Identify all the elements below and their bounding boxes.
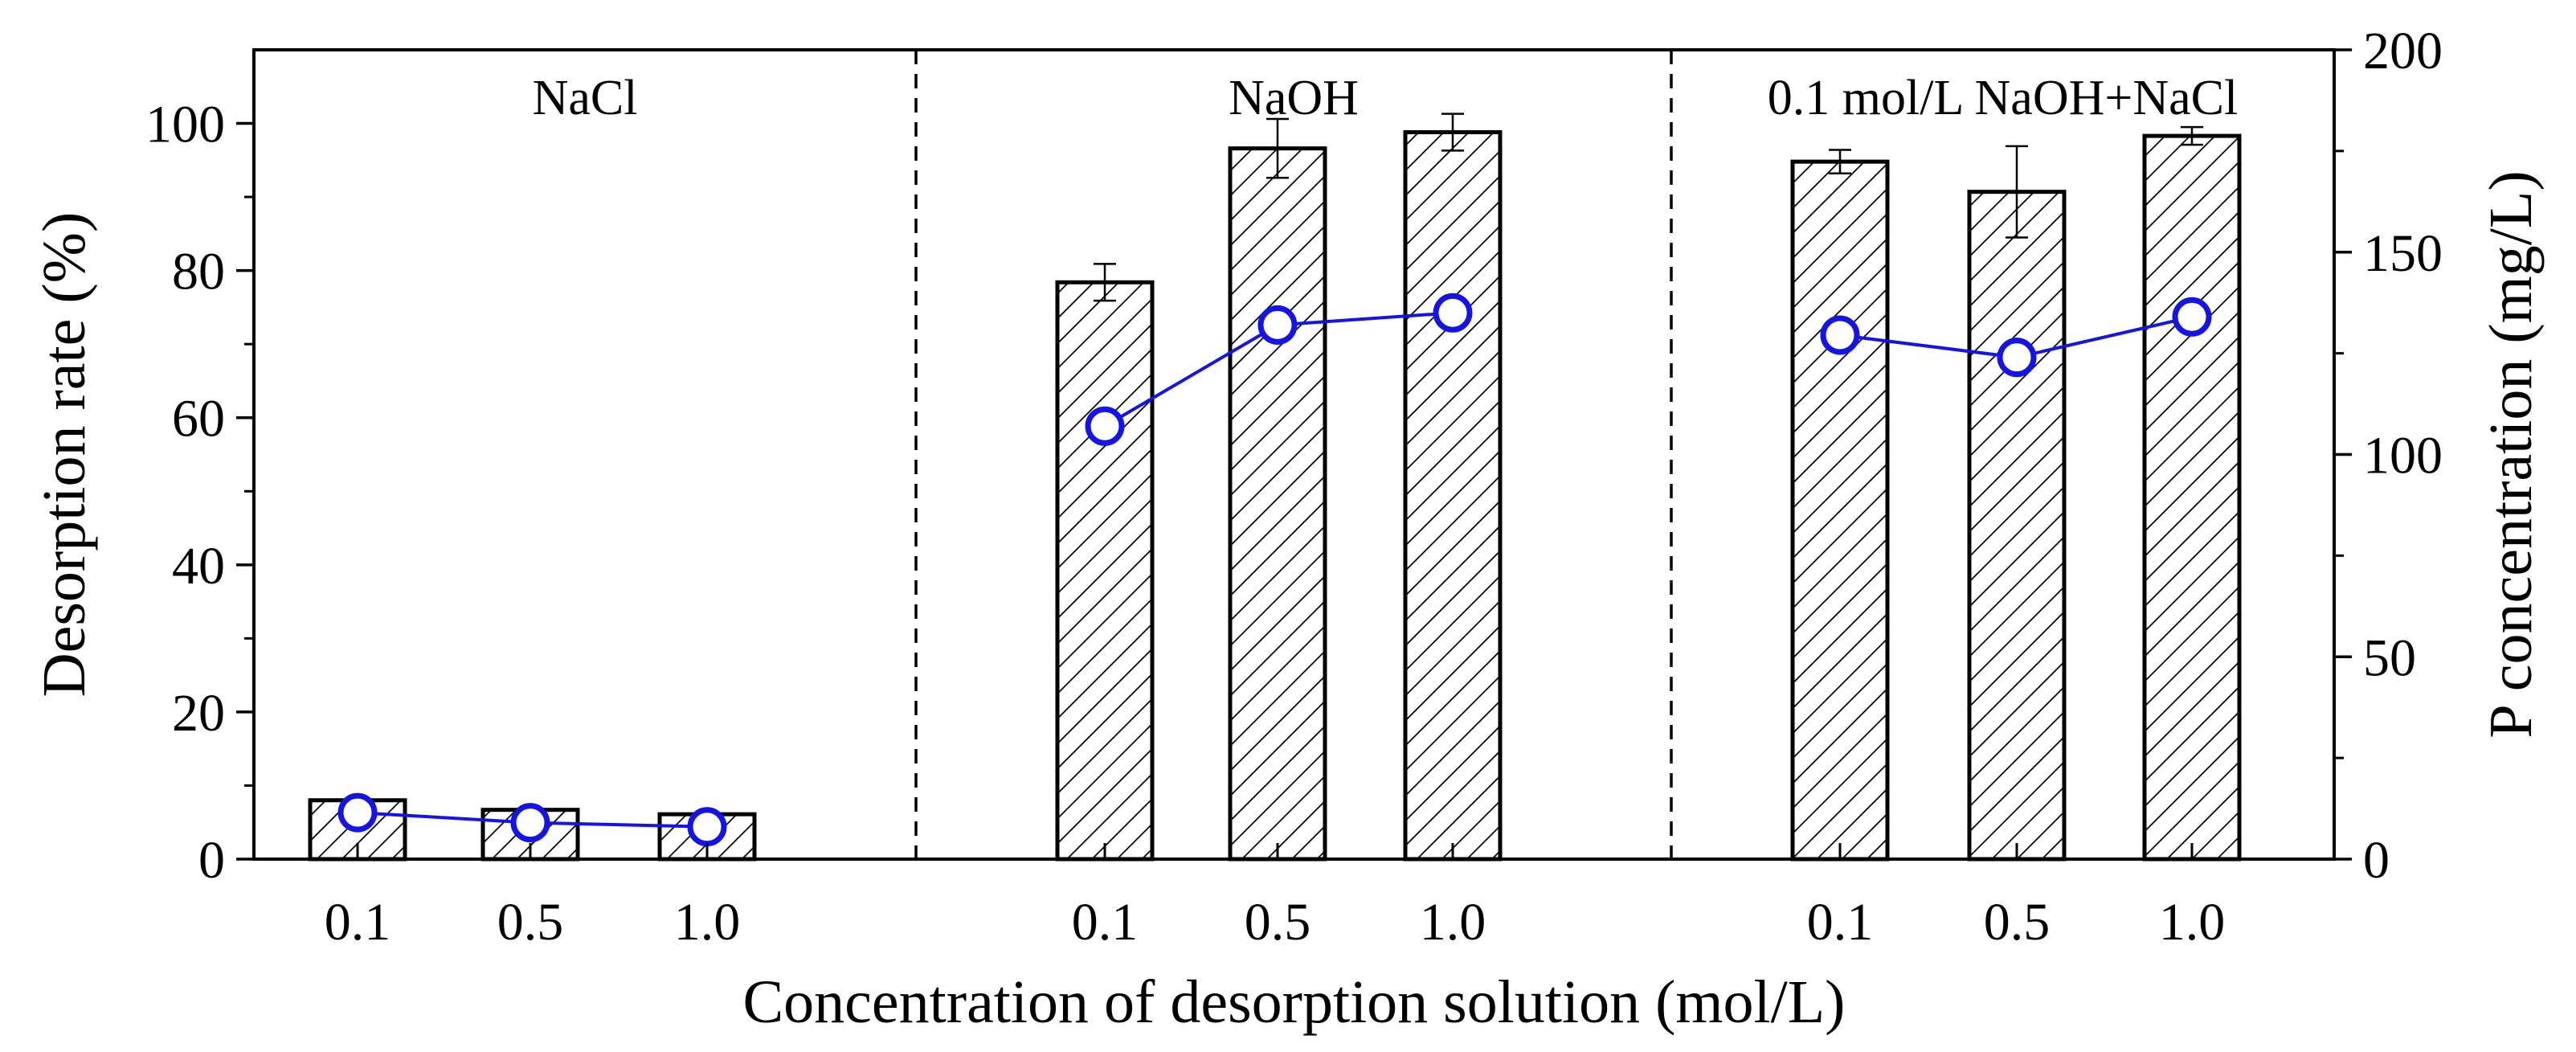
p-concentration-point: [1257, 305, 1298, 345]
x-tick-label: 0.5: [497, 893, 564, 952]
y2-tick-label: 0: [2363, 831, 2390, 890]
y2-tick-label: 200: [2363, 22, 2443, 80]
p-concentration-series: [337, 293, 2212, 847]
bar: [2142, 133, 2242, 862]
x-tick-label: 0.1: [1072, 893, 1139, 952]
x-tick-label: 0.1: [325, 893, 391, 952]
x-axis-title: Concentration of desorption solution (mo…: [742, 968, 1845, 1036]
y-axis-title: Desorption rate (%): [31, 212, 98, 698]
y-tick-label: 60: [172, 390, 225, 448]
group-label: 0.1 mol/L NaOH+NaCl: [1768, 71, 2238, 125]
labels: 0.1 0.5 1.0 NaCl 0.1 0.5 1.0 NaOH 0.1 0.5 1.0 0.1 m…: [31, 22, 2545, 1036]
y2-tick-label: 100: [2363, 427, 2443, 485]
bar: [1790, 159, 1890, 862]
y-tick-label: 0: [198, 831, 225, 890]
p-concentration-point: [1997, 338, 2037, 378]
y2-tick-label: 50: [2363, 628, 2416, 687]
x-tick-label: 1.0: [2159, 893, 2226, 952]
x-tick-label: 1.0: [1420, 893, 1486, 952]
x-tick-label: 1.0: [674, 893, 741, 952]
p-concentration-point: [1433, 293, 1473, 333]
bar: [1403, 130, 1503, 862]
y2-tick-label: 150: [2363, 224, 2443, 283]
x-tick-label: 0.1: [1807, 893, 1874, 952]
y-tick-label: 80: [172, 243, 225, 301]
bar: [1055, 280, 1155, 862]
bar-series: [308, 130, 2242, 862]
group-label: NaOH: [1229, 71, 1359, 125]
y-tick-label: 100: [145, 96, 225, 154]
axes: [236, 48, 2352, 861]
p-concentration-point: [510, 803, 550, 843]
y2-axis-title: P concentration (mg/L): [2477, 170, 2545, 738]
p-concentration-point: [1085, 406, 1125, 446]
bar: [1967, 190, 2067, 862]
p-concentration-point: [687, 807, 727, 847]
y-tick-label: 20: [172, 684, 225, 743]
p-concentration-point: [337, 792, 378, 833]
p-concentration-point: [1820, 315, 1860, 355]
y-tick-label: 40: [172, 537, 225, 596]
group-label: NaCl: [533, 71, 638, 125]
x-tick-label: 0.5: [1245, 893, 1311, 952]
p-concentration-point: [2172, 297, 2212, 337]
group-dividers: [914, 50, 1673, 859]
x-tick-label: 0.5: [1984, 893, 2051, 952]
bar: [1228, 146, 1327, 862]
error-bars: [1094, 113, 2203, 302]
